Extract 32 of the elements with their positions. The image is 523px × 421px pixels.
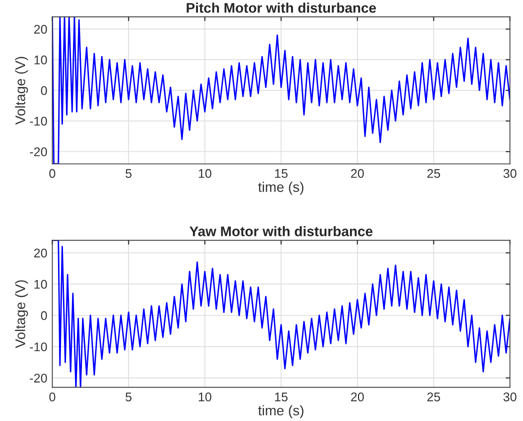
x-tick-label: 25 [427,169,440,178]
chart-title: Yaw Motor with disturbance [190,226,372,236]
y-tick-label: 10 [34,56,47,64]
x-tick-label: 5 [126,392,132,402]
x-axis-title: time (s) [258,405,304,418]
chart-title: Pitch Motor with disturbance [186,2,376,13]
y-tick-label: 20 [34,24,47,34]
x-tick-label: 0 [49,169,56,178]
y-tick-label: 0 [40,86,47,95]
y-tick-label: -10 [30,116,47,126]
x-tick-label: 25 [427,392,440,402]
y-axis-title: Voltage (V) [15,280,28,348]
x-axis-title: time (s) [258,182,304,195]
line-series [52,16,510,164]
x-tick-label: 10 [198,392,212,402]
y-tick-label: 0 [40,311,47,320]
y-tick-label: -20 [30,147,47,156]
x-tick-label: 30 [503,392,516,402]
y-tick-label: -10 [30,342,47,352]
x-tick-label: 30 [503,169,516,178]
y-tick-label: -20 [30,374,47,383]
x-tick-label: 15 [275,392,288,402]
x-tick-label: 0 [49,392,56,402]
x-tick-label: 15 [275,169,288,178]
x-tick-label: 10 [198,169,212,178]
x-tick-label: 5 [126,169,132,178]
x-tick-label: 20 [351,169,364,178]
y-tick-label: 10 [34,280,47,289]
line-series [52,240,510,388]
y-tick-label: 20 [34,248,47,258]
y-axis-title: Voltage (V) [15,56,28,125]
x-tick-label: 20 [351,392,364,402]
